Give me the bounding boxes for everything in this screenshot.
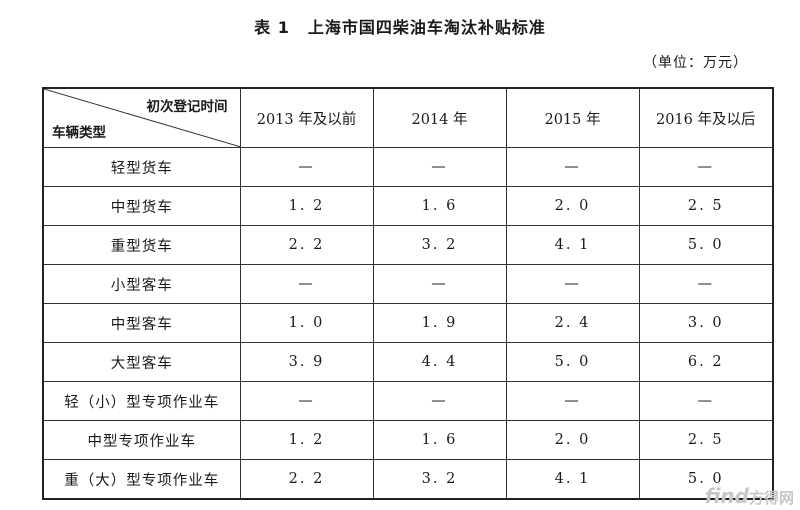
vehicle-type-cell: 轻型货车 [42,147,241,187]
subsidy-value-cell: 1. 2 [239,420,374,460]
table-row: 中型专项作业车 1. 2 1. 6 2. 0 2. 5 [42,420,774,460]
corner-label-vehicle-type: 车辆类型 [52,125,106,141]
subsidy-value-cell: — [372,147,507,187]
subsidy-value-cell: 2. 2 [239,225,374,265]
vehicle-type-cell: 大型客车 [42,342,241,382]
corner-label-registration-time: 初次登记时间 [146,99,228,115]
subsidy-value-cell: — [239,381,374,421]
column-header: 2016 年及以后 [638,87,774,148]
subsidy-value-cell: 5. 0 [638,459,774,500]
header-row: 初次登记时间 车辆类型 2013 年及以前 2014 年 2015 年 2016… [42,87,774,148]
table-row: 中型客车 1. 0 1. 9 2. 4 3. 0 [42,303,774,343]
subsidy-value-cell: 3. 9 [239,342,374,382]
watermark-text: find [704,484,749,508]
column-header: 2014 年 [372,87,507,148]
subsidy-value-cell: 4. 1 [505,225,640,265]
diagonal-header-cell: 初次登记时间 车辆类型 [42,87,241,148]
vehicle-type-cell: 小型客车 [42,264,241,304]
subsidy-value-cell: — [505,381,640,421]
table-number: 表 1 [254,18,290,37]
subsidy-value-cell: — [372,264,507,304]
column-header: 2013 年及以前 [239,87,374,148]
subsidy-value-cell: 3. 2 [372,225,507,265]
subsidy-value-cell: 5. 0 [638,225,774,265]
subsidy-value-cell: 3. 0 [638,303,774,343]
table-row: 中型货车 1. 2 1. 6 2. 0 2. 5 [42,186,774,226]
table-row: 小型客车 — — — — [42,264,774,304]
subsidy-value-cell: 1. 0 [239,303,374,343]
table-caption: 表 1 上海市国四柴油车淘汰补贴标准 [0,14,800,40]
subsidy-value-cell: 4. 1 [505,459,640,500]
subsidy-value-cell: — [638,264,774,304]
vehicle-type-cell: 中型货车 [42,186,241,226]
subsidy-value-cell: — [239,264,374,304]
subsidy-value-cell: 2. 5 [638,186,774,226]
subsidy-value-cell: 1. 9 [372,303,507,343]
subsidy-value-cell: — [638,381,774,421]
table-row: 轻（小）型专项作业车 — — — — [42,381,774,421]
unit-label: （单位：万元） [643,55,748,71]
table-body: 轻型货车 — — — — 中型货车 1. 2 1. 6 2. 0 2. 5 重型货车 2. 2 3. 2… [42,147,774,500]
vehicle-type-cell: 中型专项作业车 [42,420,241,460]
table-title: 上海市国四柴油车淘汰补贴标准 [307,18,546,37]
subsidy-value-cell: — [239,147,374,187]
diagonal-line [44,89,241,147]
subsidy-value-cell: 2. 0 [505,420,640,460]
table-row: 大型客车 3. 9 4. 4 5. 0 6. 2 [42,342,774,382]
vehicle-type-cell: 轻（小）型专项作业车 [42,381,241,421]
subsidy-value-cell: — [638,147,774,187]
watermark-subtext: 方得网 [748,489,794,507]
subsidy-value-cell: 1. 6 [372,186,507,226]
vehicle-type-cell: 中型客车 [42,303,241,343]
subsidy-value-cell: 1. 6 [372,420,507,460]
subsidy-value-cell: 4. 4 [372,342,507,382]
table-row: 重（大）型专项作业车 2. 2 3. 2 4. 1 5. 0 [42,459,774,500]
subsidy-value-cell: — [505,147,640,187]
subsidy-table: 初次登记时间 车辆类型 2013 年及以前 2014 年 2015 年 2016… [42,87,774,500]
table-row: 轻型货车 — — — — [42,147,774,187]
subsidy-value-cell: — [372,381,507,421]
table-row: 重型货车 2. 2 3. 2 4. 1 5. 0 [42,225,774,265]
subsidy-value-cell: 2. 2 [239,459,374,500]
subsidy-value-cell: 6. 2 [638,342,774,382]
vehicle-type-cell: 重（大）型专项作业车 [42,459,241,500]
subsidy-value-cell: 2. 4 [505,303,640,343]
subsidy-value-cell: 1. 2 [239,186,374,226]
vehicle-type-cell: 重型货车 [42,225,241,265]
subsidy-value-cell: 3. 2 [372,459,507,500]
subsidy-value-cell: 2. 0 [505,186,640,226]
subsidy-value-cell: 2. 5 [638,420,774,460]
watermark-logo: find方得网 [705,486,794,506]
subsidy-value-cell: — [505,264,640,304]
subsidy-value-cell: 5. 0 [505,342,640,382]
column-header: 2015 年 [505,87,640,148]
